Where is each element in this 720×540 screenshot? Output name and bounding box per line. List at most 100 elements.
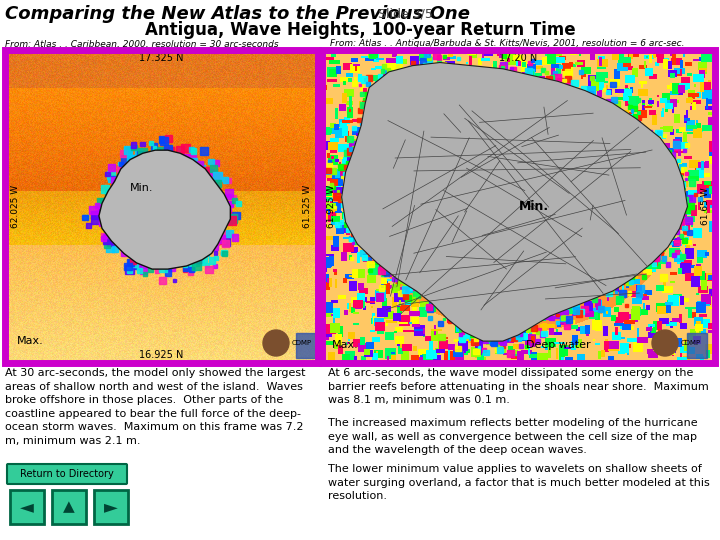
Bar (469, 71, 474, 76)
Bar (368, 97, 372, 101)
Bar (191, 148, 196, 154)
Text: Min.: Min. (518, 200, 549, 213)
Text: 62.025 W: 62.025 W (11, 185, 19, 228)
Bar (100, 198, 104, 202)
Bar (184, 157, 188, 161)
Bar (431, 298, 434, 302)
Bar (489, 70, 495, 77)
Bar (107, 192, 110, 195)
Bar (557, 314, 559, 316)
Bar (511, 335, 518, 341)
Bar (160, 136, 166, 143)
Bar (117, 166, 121, 171)
Bar (143, 153, 152, 161)
Text: 17.20 N: 17.20 N (500, 53, 538, 63)
Bar (655, 236, 659, 239)
Bar (166, 264, 170, 268)
Bar (503, 346, 505, 348)
Bar (577, 288, 581, 293)
Bar (437, 56, 441, 59)
Bar (464, 317, 470, 322)
Bar (213, 180, 221, 187)
Bar (121, 242, 127, 248)
Bar (91, 211, 99, 219)
Bar (638, 117, 641, 120)
Bar (636, 285, 644, 292)
Bar (101, 233, 107, 239)
Bar (221, 249, 227, 255)
Text: Return to Directory: Return to Directory (20, 469, 114, 479)
Bar (395, 64, 402, 71)
Bar (139, 252, 145, 257)
Bar (590, 76, 595, 80)
Bar (448, 320, 451, 322)
Bar (655, 130, 662, 137)
Bar (485, 324, 492, 331)
Bar (84, 215, 88, 219)
Bar (168, 154, 173, 159)
Bar (500, 63, 508, 69)
Bar (422, 272, 426, 276)
Bar (138, 151, 145, 159)
Text: From: Atlas . . Caribbean, 2000, resolution = 30 arc-seconds: From: Atlas . . Caribbean, 2000, resolut… (5, 39, 279, 49)
Bar (152, 258, 158, 264)
Bar (196, 258, 202, 263)
Bar (674, 218, 677, 221)
Bar (188, 271, 193, 275)
Bar (361, 118, 368, 124)
Bar (545, 71, 548, 74)
Bar (672, 253, 676, 256)
Bar (212, 245, 217, 251)
Bar (536, 339, 540, 343)
Text: 17.325 N: 17.325 N (139, 53, 184, 63)
Bar (519, 87, 523, 90)
Bar (333, 194, 336, 197)
Bar (199, 255, 207, 263)
Bar (192, 258, 199, 266)
Bar (497, 347, 503, 353)
Bar (570, 320, 574, 323)
Bar (197, 161, 203, 166)
Bar (443, 56, 446, 58)
Bar (183, 266, 189, 272)
Bar (474, 349, 479, 354)
Bar (390, 258, 392, 260)
Bar (608, 101, 613, 105)
Bar (360, 118, 366, 125)
Bar (615, 279, 618, 281)
Bar (130, 155, 136, 161)
Bar (358, 225, 360, 227)
Text: At 30 arc-seconds, the model only showed the largest
areas of shallow north and : At 30 arc-seconds, the model only showed… (5, 368, 305, 446)
Bar (529, 323, 531, 326)
Bar (465, 321, 469, 325)
Bar (366, 160, 368, 163)
Bar (117, 161, 121, 165)
Bar (577, 93, 583, 98)
Bar (344, 222, 349, 227)
Bar (196, 257, 204, 265)
Bar (534, 78, 538, 83)
Bar (670, 152, 675, 158)
Bar (118, 177, 122, 180)
Bar (338, 224, 341, 227)
Bar (516, 333, 518, 335)
Bar (685, 172, 688, 175)
Bar (648, 260, 651, 262)
Bar (109, 211, 114, 217)
Bar (113, 184, 121, 192)
Bar (168, 159, 174, 166)
Text: From: Atlas . . Antigua/Barbuda & St. Kitts/Nevis, 2001, resolution = 6 arc-sec.: From: Atlas . . Antigua/Barbuda & St. Ki… (330, 39, 685, 49)
Bar (564, 310, 568, 314)
Bar (675, 145, 679, 150)
Bar (554, 74, 562, 81)
Bar (669, 241, 672, 244)
Bar (363, 136, 366, 139)
Bar (156, 256, 164, 264)
Bar (659, 251, 663, 255)
Bar (366, 82, 370, 86)
Bar (685, 178, 687, 180)
Bar (222, 218, 227, 222)
Text: At 6 arc-seconds, the wave model dissipated some energy on the
barrier reefs bef: At 6 arc-seconds, the wave model dissipa… (328, 368, 708, 405)
Bar (341, 202, 346, 207)
Bar (583, 91, 587, 94)
